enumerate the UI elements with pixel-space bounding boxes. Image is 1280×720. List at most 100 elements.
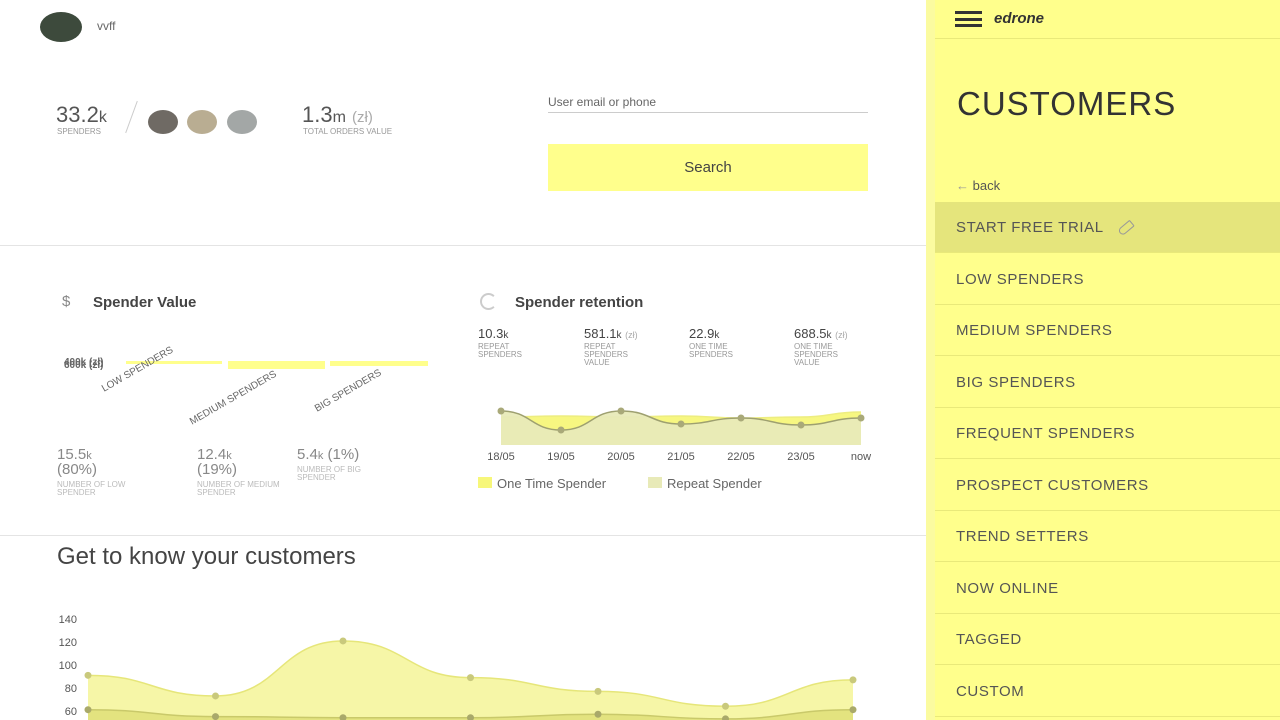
x-tick-label: 23/05 xyxy=(787,451,815,463)
stat-number: 688.5 xyxy=(794,326,827,341)
group-unit: k xyxy=(226,450,232,462)
section-title: Spender retention xyxy=(515,294,644,311)
y-tick-label: 120 xyxy=(59,637,77,649)
separator xyxy=(0,245,926,246)
group-number: 15.5 xyxy=(57,446,87,463)
point xyxy=(617,407,625,415)
group-label: NUMBER OF MEDIUM SPENDER xyxy=(197,480,280,497)
point xyxy=(857,414,865,422)
stat-value: 22.9k xyxy=(689,326,719,341)
point xyxy=(84,671,92,679)
group-share: (1%) xyxy=(327,446,360,463)
point xyxy=(797,421,805,429)
menu-item[interactable]: LOW SPENDERS xyxy=(935,254,1280,305)
area xyxy=(501,411,861,445)
point xyxy=(339,714,347,720)
point xyxy=(849,676,857,684)
y-tick-label: 60 xyxy=(65,706,77,718)
retention-icon xyxy=(480,293,497,310)
stat-unit: k xyxy=(714,330,720,341)
stat-value: 581.1k (zł) xyxy=(584,326,638,341)
stat-value: 10.3k xyxy=(478,326,508,341)
menu-item[interactable]: CUSTOM xyxy=(935,666,1280,717)
point xyxy=(722,702,729,710)
axis-label: 600k (zł) xyxy=(64,360,104,371)
x-tick-label: 21/05 xyxy=(667,451,695,463)
section-title: Spender Value xyxy=(93,294,197,311)
sidebar-title: CUSTOMERS xyxy=(957,85,1177,122)
y-tick-label: 80 xyxy=(65,683,77,695)
menu-item[interactable]: PROSPECT CUSTOMERS xyxy=(935,460,1280,511)
bar xyxy=(126,361,222,364)
y-tick-label: 100 xyxy=(59,660,77,672)
group-value: 15.5k xyxy=(57,447,92,464)
menu-item[interactable]: TAGGED xyxy=(935,614,1280,665)
y-tick-label: 140 xyxy=(59,614,77,626)
stat-label: ONE TIME SPENDERS VALUE xyxy=(794,342,839,367)
stat-unit: k xyxy=(616,330,622,341)
legend-label: One Time Spender xyxy=(497,476,607,491)
spenders-label: SPENDERS xyxy=(57,127,102,136)
user-name[interactable]: vvff xyxy=(97,19,116,33)
group-unit: k xyxy=(317,450,324,462)
stat-label: ONE TIME SPENDERS xyxy=(689,342,734,359)
menu-item[interactable]: START FREE TRIAL xyxy=(935,202,1280,253)
point xyxy=(467,674,474,682)
separator xyxy=(0,535,926,536)
separator xyxy=(935,38,1280,39)
group-number: 12.4 xyxy=(197,446,227,463)
bar xyxy=(330,361,428,366)
avatar xyxy=(187,110,217,134)
point xyxy=(722,715,729,720)
stat-number: 22.9 xyxy=(689,326,715,341)
menu-item[interactable]: TREND SETTERS xyxy=(935,511,1280,562)
avatar xyxy=(148,110,178,134)
legend-swatch xyxy=(648,477,662,488)
orders-currency: (zł) xyxy=(352,109,373,126)
point xyxy=(594,710,602,718)
category-label: BIG SPENDERS xyxy=(313,367,384,415)
group-unit: k xyxy=(86,450,92,462)
stat-unit: k xyxy=(503,330,509,341)
menu-item[interactable]: FREQUENT SPENDERS xyxy=(935,408,1280,459)
menu-item[interactable]: BIG SPENDERS xyxy=(935,357,1280,408)
sidebar: edrone CUSTOMERS ← back START FREE TRIAL… xyxy=(926,0,1280,720)
stat-label: REPEAT SPENDERS xyxy=(478,342,523,359)
search-button[interactable]: Search xyxy=(548,144,868,191)
menu-item[interactable]: NOW ONLINE xyxy=(935,563,1280,614)
menu-toggle[interactable] xyxy=(955,11,982,27)
category-label: MEDIUM SPENDERS xyxy=(188,368,279,428)
orders-number: 1.3 xyxy=(302,102,333,127)
point xyxy=(594,687,602,695)
stat-currency: (zł) xyxy=(625,330,638,340)
point xyxy=(212,692,219,700)
section-title: Get to know your customers xyxy=(57,543,356,570)
x-tick-label: 22/05 xyxy=(727,451,755,463)
group-share: (80%) xyxy=(57,461,98,478)
user-avatar[interactable] xyxy=(40,12,82,42)
point xyxy=(849,706,857,714)
point xyxy=(677,420,685,428)
stat-number: 581.1 xyxy=(584,326,617,341)
group-share: (19%) xyxy=(197,461,238,478)
group-number: 5.4 xyxy=(297,446,318,463)
customers-chart: 60 80 100 120 140 xyxy=(59,614,857,720)
legend-swatch xyxy=(478,477,492,488)
back-link[interactable]: ← back xyxy=(956,178,1000,193)
menu-item[interactable]: MEDIUM SPENDERS xyxy=(935,305,1280,356)
orders-label: TOTAL ORDERS VALUE xyxy=(303,127,393,136)
bar xyxy=(228,361,325,369)
line xyxy=(500,411,862,419)
x-tick-label: 19/05 xyxy=(547,451,575,463)
x-tick-label: 18/05 xyxy=(487,451,515,463)
divider xyxy=(125,100,138,134)
retention-chart: 18/05 19/05 20/05 21/05 22/05 23/05 now xyxy=(487,407,871,463)
stat-label: REPEAT SPENDERS VALUE xyxy=(584,342,629,367)
brand[interactable]: edrone xyxy=(994,10,1045,27)
orders-unit: m xyxy=(332,109,346,126)
back-arrow: ← xyxy=(956,178,969,193)
category-label: LOW SPENDERS xyxy=(100,344,176,395)
stat-unit: k xyxy=(826,330,832,341)
axis-label: 400k (zł) xyxy=(64,357,104,368)
search-input[interactable]: User email or phone xyxy=(548,95,868,113)
